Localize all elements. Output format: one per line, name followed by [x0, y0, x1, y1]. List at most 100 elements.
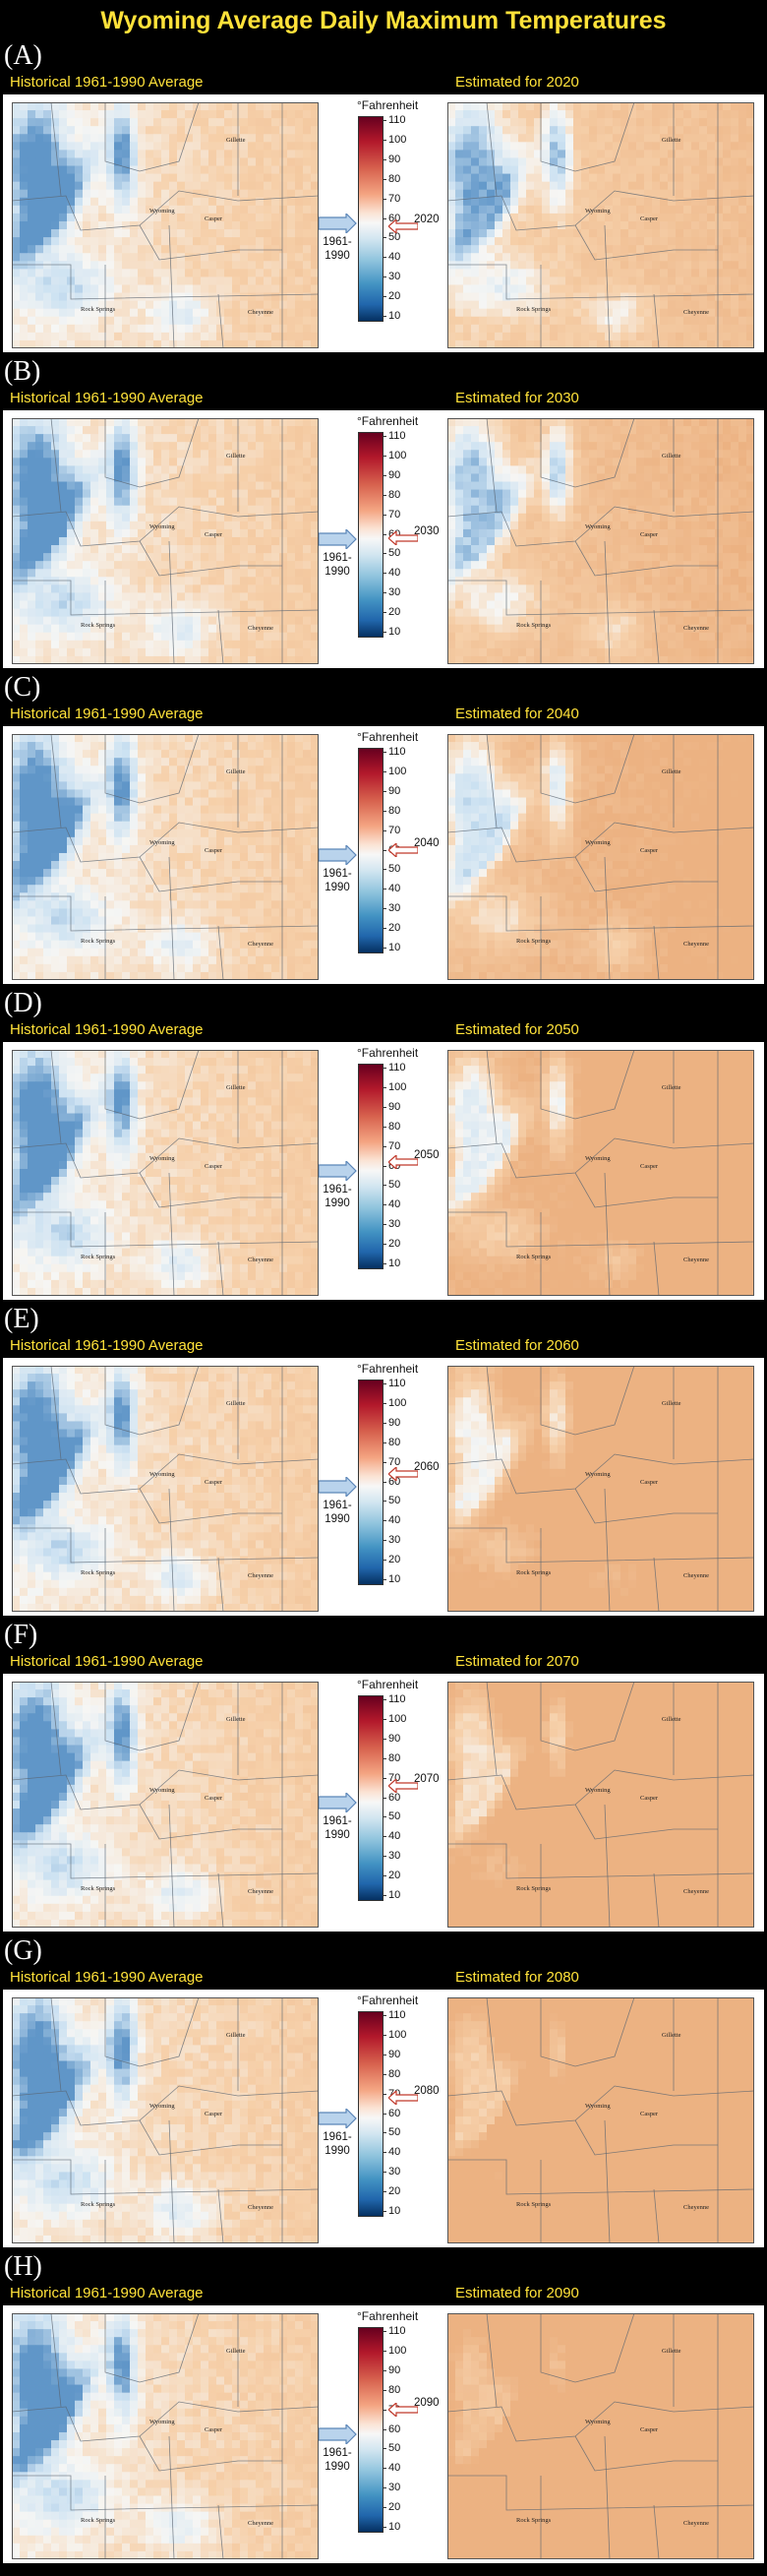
panel-e: (E) Historical 1961-1990 Average Estimated… — [0, 1303, 767, 1616]
map-border — [447, 2313, 754, 2559]
colorbar-tick-label: 10 — [388, 2521, 401, 2533]
colorbar-tick-mark — [383, 1836, 386, 1838]
estimated-label: Estimated for 2020 — [455, 74, 579, 91]
place-label: Wyoming — [149, 1787, 175, 1794]
map-border — [447, 1050, 754, 1296]
place-label: Gillette — [662, 2032, 681, 2039]
historical-label: Historical 1961-1990 Average — [10, 2285, 204, 2301]
colorbar-tick-mark — [383, 869, 386, 871]
place-label: Casper — [640, 1479, 659, 1486]
panel-content: Gillette Wyoming Casper Rock Springs Cheyenn… — [3, 410, 764, 668]
place-label: Cheyenne — [683, 2520, 709, 2527]
estimated-map: Gillette Wyoming Casper Rock Springs Cheyenn… — [447, 1050, 754, 1296]
place-label: Rock Springs — [516, 306, 552, 313]
colorbar-unit-label: °Fahrenheit — [357, 1993, 419, 2007]
historical-marker-arrow — [318, 212, 358, 238]
map-raster-estimated: Gillette Wyoming Casper Rock Springs Cheyenn… — [447, 2313, 754, 2559]
county-boundary — [139, 1172, 282, 1208]
colorbar-tick-mark — [383, 632, 386, 633]
bottom-border — [0, 2572, 767, 2576]
future-year-label: 2030 — [414, 525, 440, 537]
place-label: Wyoming — [149, 2419, 175, 2425]
colorbar-tick-mark — [383, 2093, 386, 2095]
county-boundary — [168, 2435, 175, 2559]
panel-content: Gillette Wyoming Casper Rock Springs Cheyenn… — [3, 1042, 764, 1300]
estimated-map: Gillette Wyoming Casper Rock Springs Cheyenn… — [447, 418, 754, 664]
county-boundary — [217, 293, 224, 348]
colorbar-tick-label: 40 — [388, 2146, 401, 2159]
colorbar-tick-mark — [383, 1383, 386, 1384]
county-boundary — [168, 1172, 175, 1296]
county-boundary — [12, 1843, 319, 1879]
place-label: Rock Springs — [516, 622, 552, 629]
colorbar-tick-mark — [383, 237, 386, 239]
place-label: Casper — [640, 531, 659, 538]
county-boundary — [139, 224, 282, 261]
place-label: Gillette — [226, 768, 246, 775]
county-boundary — [104, 1050, 200, 1120]
county-boundary — [104, 734, 200, 804]
colorbar-tick-mark — [383, 139, 386, 141]
colorbar-tick-label: 10 — [388, 1573, 401, 1585]
county-boundary — [168, 1804, 175, 1928]
county-boundary — [653, 609, 660, 664]
county-boundary — [50, 102, 62, 197]
place-label: Gillette — [662, 1400, 681, 1407]
county-boundary — [50, 1366, 62, 1460]
colorbar-tick-label: 70 — [388, 824, 401, 836]
place-label: Cheyenne — [683, 941, 709, 948]
colorbar-tick-mark — [383, 1204, 386, 1206]
map-raster-historical: Gillette Wyoming Casper Rock Springs Cheyenn… — [12, 734, 319, 980]
panel-g: (G) Historical 1961-1990 Average Estimated… — [0, 1934, 767, 2247]
county-boundary — [653, 2188, 660, 2243]
colorbar-tick-label: 100 — [388, 2028, 407, 2041]
place-label: Cheyenne — [683, 309, 709, 316]
map-raster-estimated: Gillette Wyoming Casper Rock Springs Cheyenn… — [447, 1997, 754, 2243]
county-boundary — [540, 102, 635, 172]
colorbar-tick-label: 110 — [388, 2009, 406, 2021]
place-label: Rock Springs — [81, 938, 116, 945]
county-boundary — [168, 540, 175, 664]
colorbar-tick-mark — [383, 592, 386, 594]
colorbar-tick-mark — [383, 829, 386, 831]
county-boundary — [217, 2188, 224, 2243]
county-boundary — [486, 418, 498, 513]
colorbar-tick-mark — [383, 158, 386, 160]
colorbar-tick-label: 40 — [388, 567, 401, 580]
place-label: Cheyenne — [248, 625, 273, 632]
estimated-label: Estimated for 2050 — [455, 1021, 579, 1038]
county-boundary — [217, 1241, 224, 1296]
place-label: Wyoming — [149, 2103, 175, 2110]
colorbar-tick-label: 20 — [388, 2185, 401, 2198]
colorbar-tick-mark — [383, 2331, 386, 2332]
colorbar-tick-label: 20 — [388, 1554, 401, 1566]
historical-marker-label: 1961- 1990 — [323, 236, 352, 262]
map-raster-historical: Gillette Wyoming Casper Rock Springs Cheyenn… — [12, 1997, 319, 2243]
county-boundary — [50, 1997, 62, 2092]
colorbar-tick-mark — [383, 1718, 386, 1720]
place-label: Wyoming — [585, 2103, 611, 2110]
temperature-colorbar — [358, 1695, 384, 1901]
county-boundary — [574, 1488, 718, 1524]
place-label: Wyoming — [149, 208, 175, 215]
colorbar-tick-mark — [383, 217, 386, 219]
county-boundary — [486, 1050, 498, 1144]
county-boundary — [217, 2504, 224, 2559]
colorbar-tick-label: 110 — [388, 430, 406, 442]
county-boundary — [540, 1366, 635, 1436]
historical-map: Gillette Wyoming Casper Rock Springs Cheyenn… — [12, 418, 319, 664]
temperature-cells — [447, 418, 754, 664]
county-boundary — [104, 1682, 200, 1751]
colorbar-tick-mark — [383, 1540, 386, 1542]
place-label: Casper — [205, 1479, 223, 1486]
colorbar-tick-mark — [383, 1126, 386, 1128]
figure-title: Wyoming Average Daily Maximum Temperatur… — [100, 7, 667, 34]
county-boundary — [217, 609, 224, 664]
colorbar-tick-mark — [383, 2191, 386, 2193]
county-boundary — [168, 1488, 175, 1612]
map-raster-estimated: Gillette Wyoming Casper Rock Springs Cheyenn… — [447, 102, 754, 348]
county-boundary — [540, 1682, 635, 1751]
colorbar-tick-label: 20 — [388, 2501, 401, 2514]
colorbar-tick-label: 90 — [388, 1416, 401, 1429]
county-boundary — [574, 2435, 718, 2472]
